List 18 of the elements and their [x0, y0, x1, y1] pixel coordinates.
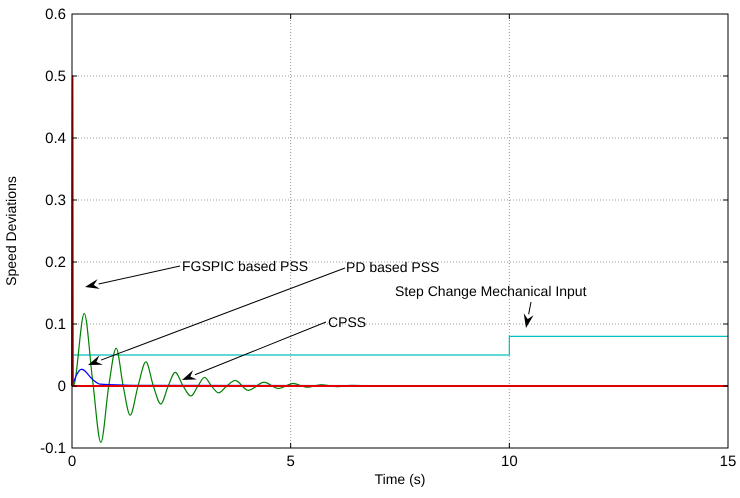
- annotation: FGSPIC based PSS: [182, 258, 308, 274]
- x-axis-title: Time (s): [374, 471, 426, 487]
- y-tick-label: 0.5: [45, 68, 66, 85]
- y-tick-label: 0.1: [45, 316, 66, 333]
- x-tick-label: 5: [286, 453, 295, 470]
- y-tick-label: 0.2: [45, 254, 66, 271]
- x-tick-label: 15: [720, 453, 736, 470]
- x-tick-label: 0: [68, 453, 76, 470]
- y-tick-label: 0.3: [45, 192, 66, 209]
- annotation: Step Change Mechanical Input: [395, 283, 587, 299]
- y-tick-label: 0.6: [45, 6, 66, 23]
- y-axis-title: Speed Deviations: [3, 176, 19, 286]
- annotation: PD based PSS: [346, 259, 440, 275]
- x-tick-label: 10: [500, 453, 518, 470]
- annotation: CPSS: [328, 314, 366, 330]
- y-tick-label: 0: [58, 378, 66, 395]
- y-tick-label: 0.4: [45, 130, 66, 147]
- y-tick-label: -0.1: [40, 440, 66, 457]
